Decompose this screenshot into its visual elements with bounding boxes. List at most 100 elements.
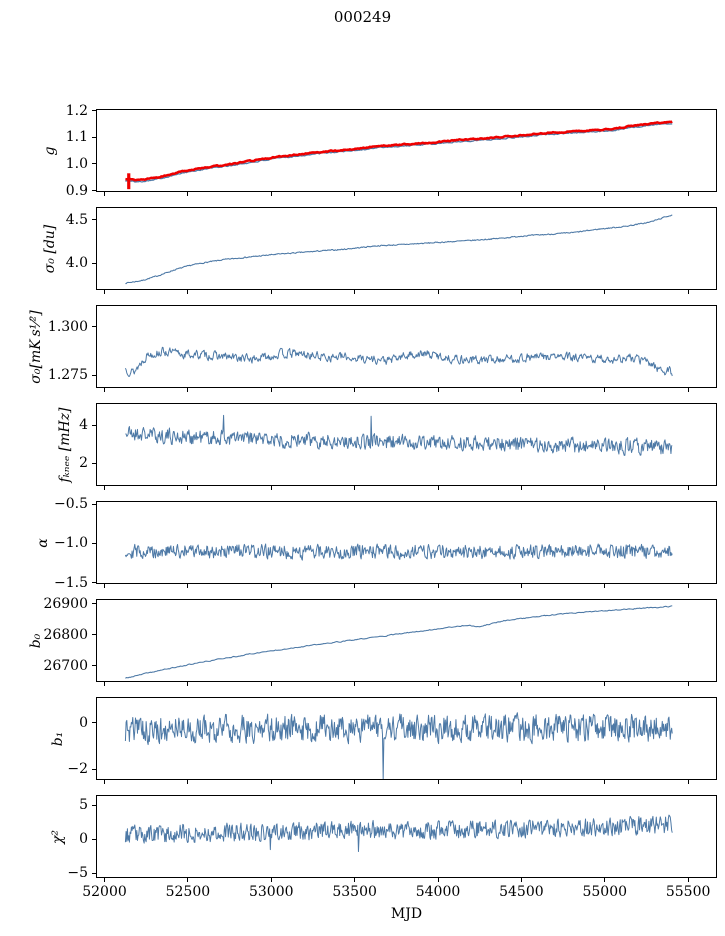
x-tick-label: 55500	[665, 884, 711, 900]
x-tick-mark	[520, 584, 522, 588]
x-tick-mark	[270, 486, 272, 490]
x-tick-mark	[687, 388, 689, 392]
y-tick-label-sigma0_du: 4.5	[65, 211, 88, 228]
y-tick-label-g: 0.9	[65, 182, 88, 199]
plot-b1	[124, 712, 673, 779]
plot-sigma0_du	[125, 214, 673, 285]
x-tick-label: 52000	[82, 884, 127, 900]
panel-g	[96, 109, 717, 192]
x-tick-mark	[687, 682, 689, 686]
y-tick-mark	[92, 768, 96, 770]
x-tick-label: 53000	[248, 884, 294, 900]
y-tick-label-b0: 26800	[43, 626, 88, 643]
y-tick-label-g: 1.0	[65, 155, 88, 172]
x-tick-mark	[104, 192, 105, 196]
x-tick-label: 54500	[499, 884, 544, 900]
y-tick-mark	[92, 326, 96, 328]
x-tick-mark	[270, 878, 272, 882]
x-tick-mark	[520, 388, 522, 392]
x-tick-mark	[604, 192, 606, 196]
y-tick-label-g: 1.2	[65, 102, 88, 119]
y-tick-mark	[92, 163, 96, 165]
x-tick-mark	[354, 388, 356, 392]
x-tick-mark	[604, 682, 606, 686]
x-tick-mark	[104, 878, 105, 882]
y-tick-mark	[92, 634, 96, 636]
y-tick-label-sigma0_du: 4.0	[65, 255, 88, 272]
x-tick-mark	[104, 388, 105, 392]
x-tick-mark	[604, 584, 606, 588]
y-tick-mark	[92, 262, 96, 264]
y-tick-label-sigma0_mK: 1.300	[47, 318, 88, 335]
plot-chi2	[124, 814, 673, 853]
y-tick-mark	[92, 462, 96, 464]
series-b1-line	[124, 712, 673, 779]
y-tick-label-b1: −2	[67, 761, 88, 778]
y-tick-mark	[92, 582, 96, 584]
y-tick-mark	[92, 838, 96, 840]
panel-b0	[96, 599, 717, 682]
x-tick-label: 54000	[415, 884, 461, 900]
y-tick-mark	[92, 503, 96, 505]
x-tick-mark	[604, 486, 606, 490]
series-chi2-line	[124, 814, 673, 853]
y-tick-mark	[92, 804, 96, 806]
y-axis-label-b0: b₀	[28, 633, 44, 648]
x-tick-mark	[520, 780, 522, 784]
x-tick-mark	[104, 290, 105, 294]
series-alpha-line	[124, 543, 673, 561]
plot-sigma0_mK	[124, 346, 673, 377]
x-tick-mark	[187, 192, 189, 196]
panel-b1	[96, 697, 717, 780]
x-tick-mark	[687, 192, 689, 196]
x-tick-mark	[354, 486, 356, 490]
plot-b0	[125, 605, 673, 679]
x-tick-mark	[687, 584, 689, 588]
x-tick-mark	[187, 290, 189, 294]
y-tick-mark	[92, 603, 96, 605]
x-tick-mark	[520, 192, 522, 196]
x-tick-mark	[104, 486, 105, 490]
y-tick-mark	[92, 542, 96, 544]
x-tick-mark	[187, 388, 189, 392]
x-tick-mark	[520, 290, 522, 294]
y-tick-mark	[92, 665, 96, 667]
x-tick-mark	[104, 780, 105, 784]
x-tick-mark	[437, 682, 439, 686]
x-tick-mark	[270, 388, 272, 392]
x-tick-mark	[270, 584, 272, 588]
x-tick-mark	[354, 290, 356, 294]
x-tick-mark	[187, 682, 189, 686]
x-tick-mark	[604, 878, 606, 882]
y-axis-label-sigma0_mK: σ₀[mK s¹⁄²]	[28, 309, 44, 384]
x-tick-mark	[187, 584, 189, 588]
x-tick-mark	[604, 388, 606, 392]
x-tick-mark	[437, 878, 439, 882]
x-tick-label: 52500	[165, 884, 211, 900]
x-tick-mark	[354, 584, 356, 588]
panel-fknee	[96, 403, 717, 486]
y-tick-mark	[92, 872, 96, 874]
y-tick-label-alpha: −0.5	[54, 496, 88, 512]
x-tick-label: 53500	[332, 884, 377, 900]
plot-fknee	[125, 414, 673, 456]
panel-sigma0_du	[96, 207, 717, 290]
x-tick-mark	[437, 192, 439, 196]
y-axis-label-g: g	[42, 146, 59, 155]
x-tick-mark	[687, 878, 689, 882]
x-tick-mark	[270, 682, 272, 686]
x-tick-mark	[354, 878, 356, 882]
y-axis-label-sigma0_du: σ₀ [du]	[42, 224, 59, 273]
x-tick-mark	[354, 682, 356, 686]
x-tick-mark	[354, 780, 356, 784]
y-tick-mark	[92, 722, 96, 724]
x-tick-mark	[437, 388, 439, 392]
x-axis-label: MJD	[390, 906, 423, 922]
y-tick-label-alpha: −1.5	[54, 574, 88, 591]
x-tick-mark	[520, 486, 522, 490]
series-b0-line	[125, 605, 673, 679]
x-tick-mark	[604, 290, 606, 294]
x-tick-mark	[687, 290, 689, 294]
series-g-smooth-line	[125, 120, 673, 182]
